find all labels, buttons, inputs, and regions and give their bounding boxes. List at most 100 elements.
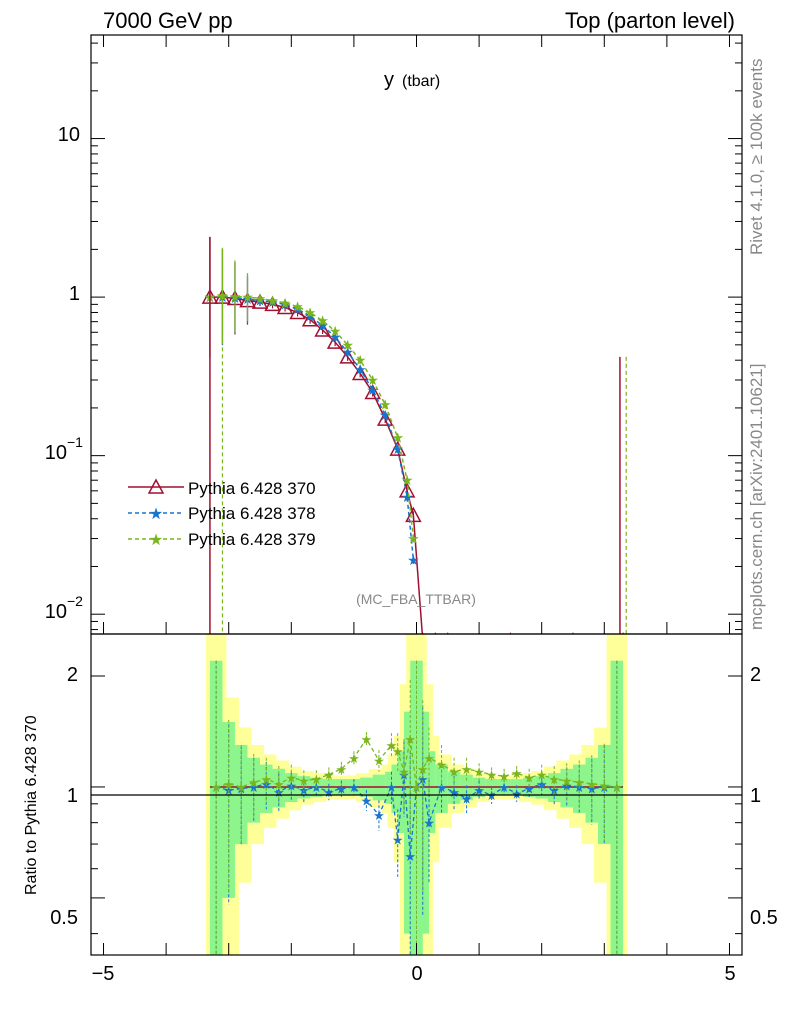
rtick-0.5-right: 0.5 <box>750 907 778 929</box>
marker-star: ★ <box>407 531 420 547</box>
ratio-marker-star: ★ <box>260 772 272 787</box>
rtick-2: 2 <box>67 664 78 686</box>
analysis-label: (MC_FBA_TTBAR) <box>356 591 476 607</box>
legend-label-379: Pythia 6.428 379 <box>188 530 316 549</box>
ytick-1: 1 <box>69 283 80 305</box>
axis-ticks <box>91 35 742 955</box>
ratio-line-0 <box>216 774 617 856</box>
rtick-0.5: 0.5 <box>50 907 78 929</box>
ratio-marker-star: ★ <box>417 762 429 777</box>
marker-triangle <box>364 383 381 400</box>
rtick-1-right: 1 <box>750 785 761 807</box>
ratio-marker-star: ★ <box>523 782 535 797</box>
legend-marker-378: ★ <box>149 506 163 523</box>
ytick-0.01: 10 <box>45 601 67 623</box>
marker-star: ★ <box>366 382 379 398</box>
ratio-marker-star: ★ <box>586 777 598 792</box>
rtick-2-right: 2 <box>750 664 761 686</box>
xtick-5: 5 <box>724 963 735 985</box>
marker-star: ★ <box>229 288 242 304</box>
ratio-marker-star: ★ <box>235 782 247 797</box>
ratio-marker-star: ★ <box>273 777 285 792</box>
marker-triangle <box>540 632 543 634</box>
band-1sigma <box>572 764 586 813</box>
ratio-marker-star: ★ <box>586 782 598 797</box>
ratio-line-1 <box>216 737 617 788</box>
ratio-marker-star: ★ <box>373 753 385 768</box>
marker-star: ★ <box>407 552 420 568</box>
marker-star: ★ <box>391 430 404 446</box>
marker-triangle <box>446 632 449 634</box>
band-1sigma <box>435 764 448 813</box>
legend-label-378: Pythia 6.428 378 <box>188 504 316 523</box>
ratio-panel-series: ★ ★ ★ ★ ★★ ★ ★ ★ ★ ★ ★★★★★★★★★★★ ★ ★★ ★★ ★ ★ ★ ★ ★ ★ ★ ★ ★★ ★ ★ ★… <box>209 660 624 955</box>
ratio-marker-star: ★ <box>392 833 404 848</box>
ratio-marker-star: ★ <box>461 762 473 777</box>
ratio-marker-star: ★ <box>248 775 260 790</box>
ytick-0.01-exp: −2 <box>67 593 83 609</box>
marker-star: ★ <box>291 299 304 315</box>
marker-star: ★ <box>379 397 392 413</box>
marker-triangle <box>389 440 406 456</box>
legend-marker-370 <box>147 478 165 494</box>
xtick-neg5: −5 <box>92 963 115 985</box>
ratio-marker-star: ★ <box>611 780 623 795</box>
legend: Pythia 6.428 370 ★ Pythia 6.428 378 ★ Py… <box>128 478 316 549</box>
ytick-10: 10 <box>58 124 80 146</box>
ratio-marker-star: ★ <box>404 849 416 864</box>
ratio-marker-star: ★ <box>448 785 460 800</box>
ratio-marker-star: ★ <box>473 765 485 780</box>
ratio-marker-star: ★ <box>223 777 235 792</box>
series-line-1 <box>209 296 415 560</box>
marker-star: ★ <box>329 323 342 339</box>
ratio-marker-star: ★ <box>498 769 510 784</box>
ratio-marker-star: ★ <box>210 780 222 795</box>
marker-triangle <box>351 364 369 381</box>
process-label: Top (parton level) <box>565 8 735 33</box>
main-panel-series: ★ ★ ★ ★ ★ ★ ★ ★ ★★★★★★★★★★★ ★ ★ ★ ★ ★ ★ ★ ★★★★★★★★★★ <box>201 236 627 634</box>
ratio-marker-star: ★ <box>298 774 310 789</box>
ratio-marker-star: ★ <box>361 793 373 808</box>
marker-star: ★ <box>266 293 279 309</box>
marker-triangle <box>509 632 512 634</box>
marker-triangle <box>251 293 269 309</box>
marker-star: ★ <box>366 372 379 388</box>
marker-triangle <box>276 298 294 315</box>
ratio-marker-star: ★ <box>248 780 260 795</box>
series-line-0 <box>209 296 424 634</box>
marker-triangle <box>289 303 306 320</box>
xtick-0: 0 <box>411 963 422 985</box>
marker-star: ★ <box>216 288 229 304</box>
ratio-marker-star: ★ <box>361 732 373 747</box>
ratio-marker-star: ★ <box>386 738 398 753</box>
ratio-marker-star: ★ <box>323 768 335 783</box>
ratio-marker-star: ★ <box>448 765 460 780</box>
ratio-marker-star: ★ <box>598 778 610 793</box>
series-line-2 <box>209 294 415 539</box>
ratio-y-tick-labels: 2 1 0.5 2 1 0.5 <box>50 664 778 929</box>
rivet-version-label: Rivet 4.1.0, ≥ 100k events <box>747 59 766 255</box>
marker-star: ★ <box>316 313 329 329</box>
main-y-tick-labels: 10 1 10 −1 10 −2 <box>45 124 83 623</box>
marker-star: ★ <box>329 329 342 345</box>
ratio-marker-star: ★ <box>348 780 360 795</box>
marker-star: ★ <box>379 407 392 423</box>
ratio-marker-star: ★ <box>473 783 485 798</box>
ratio-marker-star: ★ <box>336 782 348 797</box>
marker-star: ★ <box>401 489 414 505</box>
ratio-marker-star: ★ <box>285 771 297 786</box>
ratio-marker-star: ★ <box>486 768 498 783</box>
ratio-marker-star: ★ <box>392 744 404 759</box>
plot-title-sub: (tbar) <box>402 73 440 90</box>
ratio-marker-star: ★ <box>323 785 335 800</box>
x-tick-labels: −5 0 5 <box>92 963 736 985</box>
marker-triangle <box>434 632 437 634</box>
ratio-marker-star: ★ <box>536 768 548 783</box>
ratio-marker-star: ★ <box>404 732 416 747</box>
mcplots-label: mcplots.cern.ch [arXiv:2401.10621] <box>747 364 766 630</box>
ratio-marker-star: ★ <box>398 765 410 780</box>
ytick-0.1-exp: −1 <box>67 434 83 450</box>
marker-star: ★ <box>354 352 367 368</box>
ratio-marker-star: ★ <box>498 780 510 795</box>
